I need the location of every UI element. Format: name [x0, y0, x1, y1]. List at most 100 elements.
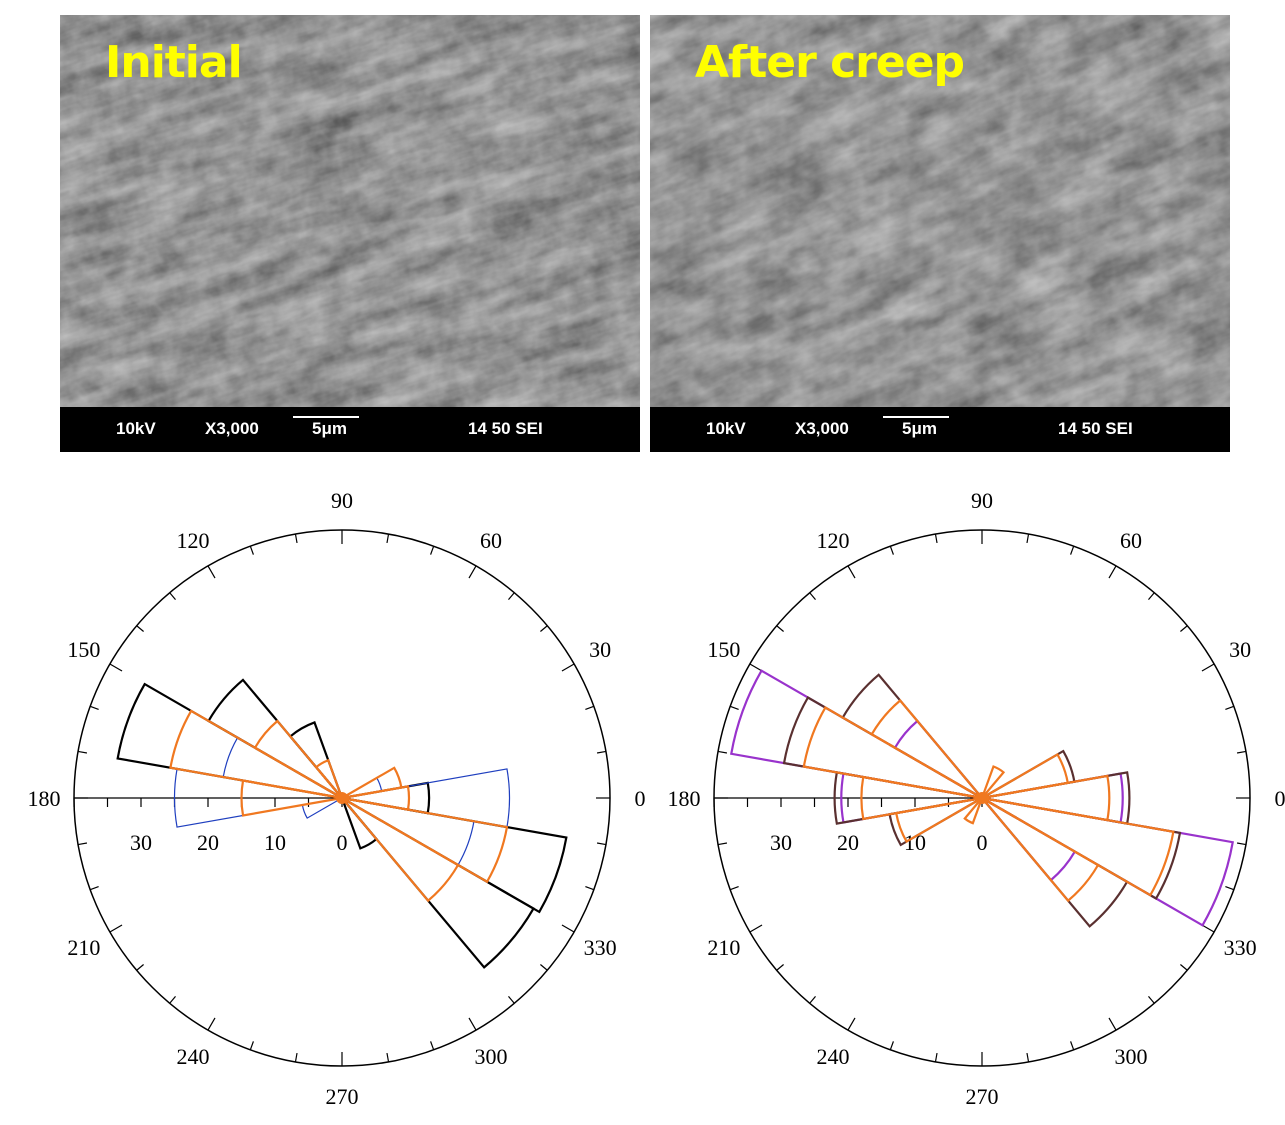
angle-tick [1236, 842, 1247, 846]
angle-tick [249, 545, 254, 555]
angle-tick-label: 0 [635, 786, 646, 811]
angle-tick [1201, 663, 1215, 672]
angle-tick [136, 964, 144, 971]
angle-tick-label: 330 [1224, 935, 1257, 960]
magnification-text: X3,000 [795, 419, 849, 438]
angle-tick [207, 1017, 216, 1031]
angle-tick [561, 924, 575, 933]
rose-wedge [341, 781, 431, 815]
angle-tick [776, 964, 784, 971]
angle-tick [729, 886, 739, 891]
angle-tick [934, 533, 938, 544]
rose-diagram-initial: 0 30 60 90 120 150 180 210 240 270 300 330 30 20 10 0 [28, 488, 646, 1109]
angle-tick [585, 705, 595, 710]
rose-plot: 0 30 60 90 120 150 180 210 240 270 300 330 30 20 10 0 [28, 488, 646, 1109]
angle-tick [776, 625, 784, 632]
radial-tick-label: 20 [197, 830, 219, 855]
sem-texture [650, 15, 1230, 452]
angle-tick [1148, 996, 1155, 1004]
rose-wedge [341, 768, 511, 828]
angle-tick [109, 663, 123, 672]
rose-diagram-after-creep: 0 30 60 90 120 150 180 210 240 270 300 330 30 20 10 0 [668, 488, 1285, 1109]
angle-tick [889, 1041, 894, 1051]
center-point [976, 792, 988, 804]
angle-tick [207, 565, 216, 579]
magnification-text: X3,000 [205, 419, 259, 438]
rose-wedge [341, 785, 411, 811]
angle-tick [847, 1017, 856, 1031]
angle-tick [77, 842, 88, 846]
angle-tick [1108, 565, 1117, 579]
angle-tick [294, 1052, 298, 1063]
angle-tick [386, 533, 390, 544]
angle-tick [717, 750, 728, 754]
angle-tick-label: 150 [67, 637, 100, 662]
center-point [336, 792, 348, 804]
rose-wedge [981, 774, 1111, 822]
radial-tick-label: 10 [904, 830, 926, 855]
angle-tick [294, 533, 298, 544]
angle-tick-label: 120 [177, 528, 210, 553]
rose-wedge [981, 796, 1235, 927]
angle-tick [1180, 964, 1188, 971]
radial-tick-label: 30 [130, 830, 152, 855]
angle-tick [169, 592, 176, 600]
angle-tick [561, 663, 575, 672]
sem-info-bar: 10kV X3,000 5μm 14 50 SEI [650, 407, 1230, 452]
rose-wedge [981, 796, 1182, 901]
rose-wedge [341, 797, 535, 969]
sem-code-text: 14 50 SEI [1058, 419, 1133, 438]
rose-wedge [981, 796, 1175, 897]
angle-tick-label: 0 [1275, 786, 1285, 811]
angle-tick [386, 1052, 390, 1063]
angle-tick-label: 270 [966, 1084, 999, 1109]
angle-tick [77, 750, 88, 754]
radial-tick-label: 0 [337, 830, 348, 855]
rose-plot: 0 30 60 90 120 150 180 210 240 270 300 330 30 20 10 0 [668, 488, 1285, 1109]
angle-tick [169, 996, 176, 1004]
scale-bar [883, 416, 949, 418]
angle-tick [1236, 750, 1247, 754]
angle-tick [729, 705, 739, 710]
angle-tick [508, 996, 515, 1004]
angle-tick-label: 330 [584, 935, 617, 960]
angle-tick [109, 924, 123, 933]
angle-tick-label: 150 [707, 637, 740, 662]
rose-wedge [341, 797, 460, 903]
voltage-text: 10kV [116, 419, 156, 438]
rose-wedge [729, 669, 983, 800]
rose-wedge [253, 719, 343, 799]
angle-tick [89, 886, 99, 891]
rose-wedge [169, 709, 343, 800]
sem-info-bar: 10kV X3,000 5μm 14 50 SEI [60, 407, 640, 452]
rose-wedge [981, 797, 1077, 882]
radial-tick-label: 30 [770, 830, 792, 855]
angle-tick-label: 270 [326, 1084, 359, 1109]
angle-tick [430, 1041, 435, 1051]
angle-tick [847, 565, 856, 579]
rose-wedge [314, 758, 344, 799]
angle-tick-label: 210 [707, 935, 740, 960]
angle-tick [89, 705, 99, 710]
series-orange [802, 698, 1175, 903]
rose-wedge [980, 765, 1006, 799]
angle-tick [717, 842, 728, 846]
rose-wedge [288, 721, 344, 799]
voltage-text: 10kV [706, 419, 746, 438]
angle-tick [809, 592, 816, 600]
angle-tick [249, 1041, 254, 1051]
rose-wedge [341, 796, 509, 884]
angle-tick [1225, 705, 1235, 710]
angle-tick [1070, 1041, 1075, 1051]
angle-tick-label: 180 [28, 786, 61, 811]
angle-tick [1026, 533, 1030, 544]
rose-wedge [240, 779, 343, 817]
radial-tick-label: 10 [264, 830, 286, 855]
sem-code-text: 14 50 SEI [468, 419, 543, 438]
image-label: After creep [695, 37, 965, 88]
radial-tick-label: 0 [977, 830, 988, 855]
rose-wedge [782, 695, 983, 800]
sem-image-initial: Initial 10kV X3,000 5μm 14 50 SEI [60, 15, 640, 452]
angle-tick [889, 545, 894, 555]
scale-bar-text: 5μm [902, 419, 937, 438]
